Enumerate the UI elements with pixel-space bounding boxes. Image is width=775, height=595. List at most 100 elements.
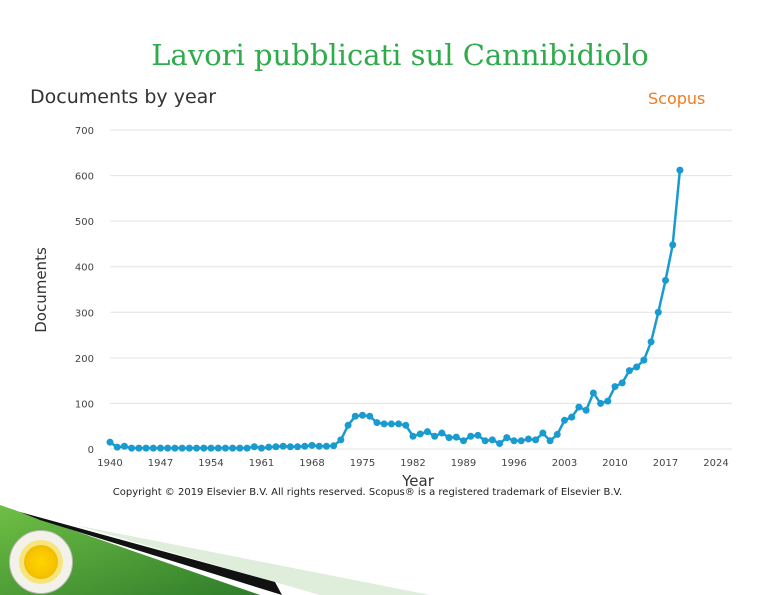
x-tick-label: 1947 <box>148 458 173 469</box>
data-point[interactable] <box>366 412 374 420</box>
data-point[interactable] <box>359 411 366 419</box>
data-point[interactable] <box>625 367 633 375</box>
y-tick-label: 200 <box>75 354 94 365</box>
y-tick-label: 300 <box>75 308 94 319</box>
data-point[interactable] <box>467 432 475 440</box>
data-point[interactable] <box>409 432 417 440</box>
data-point[interactable] <box>351 412 359 420</box>
data-point[interactable] <box>193 444 201 452</box>
data-point[interactable] <box>633 363 641 371</box>
data-point[interactable] <box>510 437 518 445</box>
data-point[interactable] <box>488 436 496 444</box>
y-tick-label: 100 <box>75 399 94 410</box>
data-point[interactable] <box>676 166 684 174</box>
data-point[interactable] <box>380 420 388 428</box>
data-point[interactable] <box>337 436 345 444</box>
data-point[interactable] <box>286 443 294 451</box>
data-point[interactable] <box>258 444 265 452</box>
data-point[interactable] <box>142 444 150 452</box>
data-point[interactable] <box>402 421 410 429</box>
x-tick-label: 2003 <box>552 458 577 469</box>
data-point[interactable] <box>294 443 302 451</box>
data-point[interactable] <box>171 444 179 452</box>
data-point[interactable] <box>322 442 330 450</box>
data-point[interactable] <box>236 444 244 452</box>
data-point[interactable] <box>157 444 164 452</box>
data-point[interactable] <box>669 241 677 249</box>
data-point[interactable] <box>373 419 381 427</box>
data-point[interactable] <box>416 430 424 438</box>
data-point[interactable] <box>524 435 532 443</box>
data-point[interactable] <box>582 406 590 414</box>
data-point[interactable] <box>517 437 525 445</box>
data-point[interactable] <box>445 434 453 442</box>
data-point[interactable] <box>460 437 467 445</box>
data-point[interactable] <box>647 338 655 346</box>
y-axis-title: Documents <box>32 247 50 333</box>
data-point[interactable] <box>279 442 287 450</box>
x-tick-label: 1989 <box>451 458 476 469</box>
decor-black-stripe <box>20 512 282 595</box>
sun-logo-icon <box>24 545 58 579</box>
data-point[interactable] <box>561 416 568 424</box>
data-point[interactable] <box>654 308 662 316</box>
x-axis-title: Year <box>401 472 435 490</box>
data-point[interactable] <box>113 443 121 451</box>
data-point[interactable] <box>243 444 251 452</box>
data-point[interactable] <box>250 443 258 451</box>
data-point[interactable] <box>149 444 157 452</box>
data-point[interactable] <box>575 403 583 411</box>
chart-title: Documents by year <box>30 86 217 108</box>
data-point[interactable] <box>423 428 431 436</box>
data-point[interactable] <box>344 421 352 429</box>
data-point[interactable] <box>229 444 237 452</box>
data-point[interactable] <box>200 444 208 452</box>
data-point[interactable] <box>597 399 605 407</box>
data-point[interactable] <box>438 429 446 437</box>
data-point[interactable] <box>106 438 114 446</box>
data-point[interactable] <box>178 444 186 452</box>
data-point[interactable] <box>214 444 222 452</box>
data-point[interactable] <box>503 434 511 442</box>
x-tick-label: 1996 <box>501 458 526 469</box>
x-tick-label: 2010 <box>602 458 627 469</box>
data-point[interactable] <box>120 442 128 450</box>
data-point[interactable] <box>611 383 619 391</box>
data-point[interactable] <box>546 437 554 445</box>
data-point[interactable] <box>265 443 273 451</box>
data-point[interactable] <box>395 420 403 428</box>
data-point[interactable] <box>164 444 172 452</box>
data-point[interactable] <box>128 444 136 452</box>
data-point[interactable] <box>568 413 576 421</box>
data-point[interactable] <box>308 441 316 449</box>
data-point[interactable] <box>315 442 323 450</box>
data-point[interactable] <box>589 389 597 397</box>
data-point[interactable] <box>539 429 547 437</box>
data-point[interactable] <box>452 433 460 441</box>
data-point[interactable] <box>532 436 540 444</box>
data-point[interactable] <box>272 443 280 451</box>
data-point[interactable] <box>431 432 439 440</box>
data-point[interactable] <box>481 437 489 445</box>
data-point[interactable] <box>662 276 669 284</box>
data-point[interactable] <box>553 430 561 438</box>
data-point[interactable] <box>207 444 215 452</box>
copyright-notice: Copyright © 2019 Elsevier B.V. All right… <box>112 487 623 498</box>
y-tick-label: 700 <box>75 126 94 137</box>
x-tick-label: 2024 <box>703 458 728 469</box>
data-point[interactable] <box>221 444 229 452</box>
data-point[interactable] <box>640 356 648 364</box>
y-tick-label: 500 <box>75 217 94 228</box>
data-point[interactable] <box>474 431 482 439</box>
data-point[interactable] <box>618 379 626 387</box>
institution-logo <box>9 530 73 594</box>
data-point[interactable] <box>496 440 504 448</box>
data-point[interactable] <box>604 397 612 405</box>
data-point[interactable] <box>185 444 193 452</box>
x-tick-label: 1968 <box>299 458 324 469</box>
data-point[interactable] <box>330 442 338 450</box>
x-tick-label: 1954 <box>198 458 223 469</box>
data-point[interactable] <box>387 420 395 428</box>
data-point[interactable] <box>135 444 143 452</box>
data-point[interactable] <box>301 442 309 450</box>
